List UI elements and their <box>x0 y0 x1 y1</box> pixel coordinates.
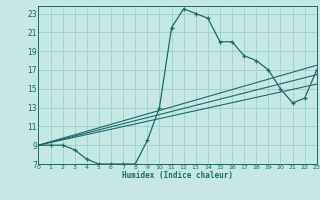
X-axis label: Humidex (Indice chaleur): Humidex (Indice chaleur) <box>122 171 233 180</box>
